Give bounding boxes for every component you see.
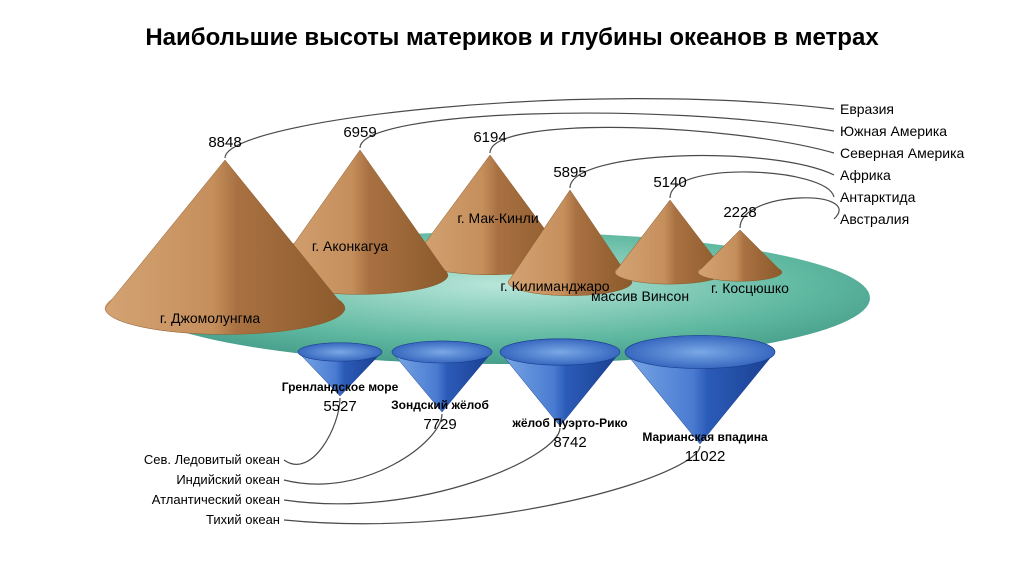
peak-name-eurasia: г. Джомолунгма <box>160 310 260 326</box>
connector-indian <box>284 414 442 484</box>
connector-africa <box>570 156 834 188</box>
depth-value-arctic: 5527 <box>323 398 356 415</box>
continent-legend-north_america: Северная Америка <box>840 145 964 161</box>
connector-pacific <box>284 446 700 524</box>
depth-value-indian: 7729 <box>423 416 456 433</box>
trench-atlantic-shape <box>500 339 620 426</box>
connector-north_america <box>490 127 834 153</box>
continent-legend-south_america: Южная Америка <box>840 123 947 139</box>
connector-south_america <box>360 113 834 148</box>
ocean-legend-pacific: Тихий океан <box>206 512 280 527</box>
trench-name-pacific: Марианская впадина <box>642 430 767 444</box>
height-value-africa: 5895 <box>553 164 586 181</box>
height-value-antarctica: 5140 <box>653 174 686 191</box>
continent-legend-eurasia: Евразия <box>840 101 894 117</box>
connector-atlantic <box>284 428 560 504</box>
trench-name-atlantic: жёлоб Пуэрто-Рико <box>512 416 627 430</box>
connector-antarctica <box>670 172 834 198</box>
peak-name-australia: г. Косцюшко <box>711 280 789 296</box>
peak-name-north_america: г. Мак-Кинли <box>457 210 538 226</box>
height-value-eurasia: 8848 <box>208 134 241 151</box>
diagram-container: Наибольшие высоты материков и глубины ок… <box>0 0 1024 574</box>
continent-legend-antarctica: Антарктида <box>840 189 915 205</box>
ocean-legend-atlantic: Атлантический океан <box>152 492 280 507</box>
trench-pacific-shape <box>625 336 775 445</box>
depth-value-pacific: 11022 <box>685 448 726 465</box>
trench-name-indian: Зондский жёлоб <box>391 398 489 412</box>
peak-name-south_america: г. Аконкагуа <box>312 238 388 254</box>
height-value-australia: 2228 <box>723 204 756 221</box>
trench-name-arctic: Гренландское море <box>282 380 399 394</box>
continent-legend-africa: Африка <box>840 167 891 183</box>
height-value-north_america: 6194 <box>473 129 506 146</box>
ocean-legend-indian: Индийский океан <box>176 472 280 487</box>
continent-legend-australia: Австралия <box>840 211 909 227</box>
peak-name-antarctica: массив Винсон <box>591 288 689 304</box>
depth-value-atlantic: 8742 <box>553 434 586 451</box>
connector-eurasia <box>225 99 834 158</box>
ocean-legend-arctic: Сев. Ледовитый океан <box>144 452 280 467</box>
height-value-south_america: 6959 <box>343 124 376 141</box>
